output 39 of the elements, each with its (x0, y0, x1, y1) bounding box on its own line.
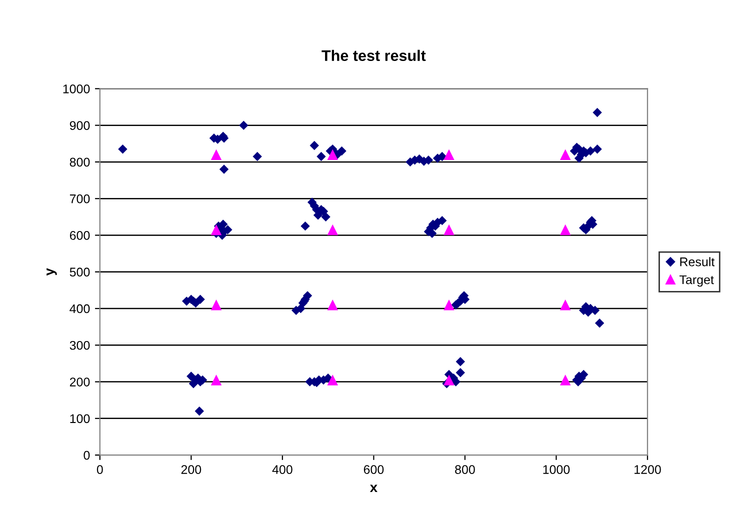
legend-label: Target (680, 275, 714, 287)
y-tick-label: 100 (70, 414, 90, 424)
x-tick-label: 800 (455, 465, 475, 474)
y-tick-label: 700 (70, 194, 90, 204)
y-tick-label: 600 (70, 231, 90, 240)
x-tick-label: 200 (181, 465, 202, 474)
x-tick-label: 1000 (543, 465, 570, 474)
point (327, 149, 338, 160)
point (444, 374, 454, 386)
point (327, 374, 338, 386)
y-tick-label: 900 (70, 121, 90, 130)
point (210, 224, 222, 236)
point (444, 299, 454, 310)
y-axis-title: y (46, 268, 57, 276)
point (560, 299, 571, 310)
point (327, 299, 338, 310)
point (560, 224, 571, 236)
y-tick-label: 500 (70, 268, 90, 277)
point (327, 224, 338, 236)
x-tick-label: 0 (96, 465, 103, 474)
x-tick-label: 1200 (634, 465, 661, 474)
y-tick-label: 200 (70, 378, 90, 386)
point (210, 299, 222, 310)
y-tick-label: 0 (84, 450, 90, 460)
point (210, 374, 222, 386)
y-tick-label: 300 (70, 340, 90, 350)
y-tick-label: 1000 (63, 84, 90, 94)
x-axis-title: x (370, 484, 378, 492)
point (444, 224, 454, 236)
point (444, 149, 454, 160)
point (560, 149, 571, 160)
point (560, 374, 571, 386)
y-tick-label: 800 (70, 158, 90, 167)
chart-title: The test result (322, 50, 426, 62)
legend-label: Result (680, 257, 715, 266)
x-tick-label: 600 (364, 465, 384, 474)
y-tick-label: 400 (70, 304, 90, 314)
x-tick-label: 400 (272, 465, 292, 474)
point (210, 149, 222, 160)
